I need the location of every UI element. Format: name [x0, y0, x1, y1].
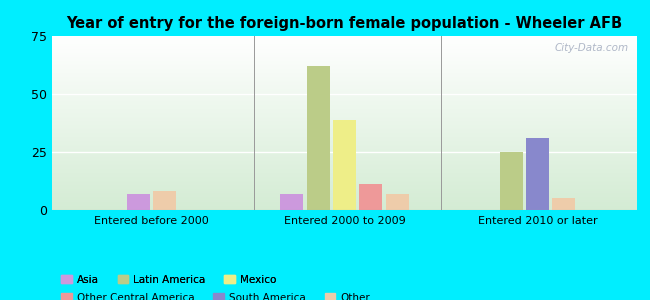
Bar [307, 66, 330, 210]
Bar [526, 138, 549, 210]
Bar [552, 198, 575, 210]
Bar [333, 119, 356, 210]
Bar [500, 152, 523, 210]
Title: Year of entry for the foreign-born female population - Wheeler AFB: Year of entry for the foreign-born femal… [66, 16, 623, 31]
Bar [153, 191, 176, 210]
Text: City-Data.com: City-Data.com [554, 43, 628, 53]
Legend: Asia, Latin America, Mexico: Asia, Latin America, Mexico [57, 271, 281, 289]
Bar [280, 194, 304, 210]
Bar [359, 184, 382, 210]
Bar [385, 194, 409, 210]
Bar [127, 194, 150, 210]
Legend: Other Central America, South America, Other: Other Central America, South America, Ot… [57, 289, 374, 300]
